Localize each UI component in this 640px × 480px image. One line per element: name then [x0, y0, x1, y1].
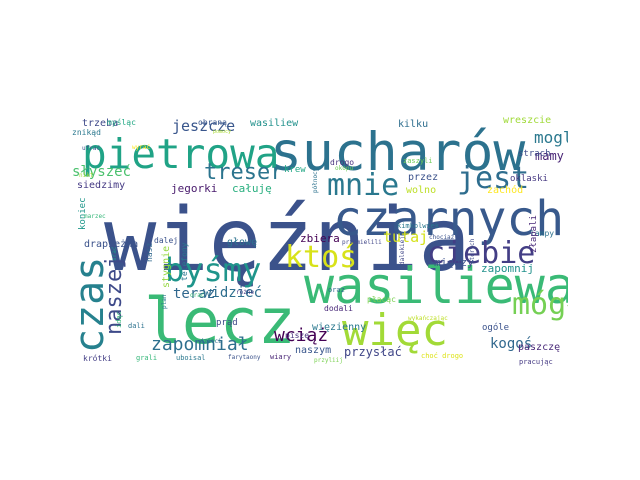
cloud-word: wiary — [270, 353, 292, 361]
cloud-word: krew — [284, 165, 306, 175]
cloud-word: lampy — [530, 229, 555, 238]
cloud-word: przysłać — [344, 345, 402, 359]
cloud-word: których — [469, 238, 476, 264]
cloud-word: wolno — [406, 185, 437, 196]
cloud-word: okopu — [335, 165, 354, 172]
cloud-word: farytaony — [228, 354, 261, 361]
cloud-word: zachód — [487, 185, 524, 196]
cloud-word: grali — [136, 354, 158, 362]
cloud-word: mogli — [534, 128, 568, 147]
cloud-word: drogo — [330, 158, 355, 167]
cloud-word: widzieć — [203, 285, 263, 301]
cloud-word: kogoś — [490, 336, 533, 352]
cloud-word: jeszcze — [172, 117, 236, 135]
cloud-word: paszczę — [518, 342, 561, 353]
cloud-word: teraz — [173, 286, 216, 302]
cloud-word: idąc — [115, 311, 123, 328]
cloud-word: płacąc — [367, 295, 396, 304]
cloud-word: pietrowa — [82, 130, 280, 178]
cloud-word: więzienny — [312, 322, 367, 333]
cloud-word: oraz — [328, 286, 345, 294]
cloud-word: wasiliew — [250, 118, 299, 129]
cloud-word: północy — [312, 167, 319, 193]
cloud-word: mógł — [512, 287, 568, 322]
cloud-word: więźnia — [104, 189, 471, 291]
cloud-word: ogóle — [482, 323, 510, 333]
cloud-word: między — [434, 256, 474, 269]
cloud-word: wyrać — [132, 144, 151, 151]
cloud-word: słyszeć — [72, 164, 132, 180]
cloud-word: przyliij — [314, 357, 343, 364]
cloud-word: telefony — [180, 242, 189, 281]
cloud-word: siedzimy — [77, 180, 126, 191]
cloud-word: trzeba — [82, 118, 119, 129]
cloud-word: zaszyli — [403, 157, 433, 165]
cloud-word: byśmy — [165, 251, 262, 289]
cloud-word: orać — [190, 292, 205, 299]
cloud-word: więc — [342, 305, 448, 356]
cloud-word: oklaski — [510, 174, 548, 184]
cloud-word: piszę — [285, 331, 310, 340]
cloud-word: mamy — [535, 149, 564, 163]
cloud-word: całuję — [232, 182, 272, 195]
cloud-word: jegorki — [171, 182, 218, 195]
cloud-word: plan — [161, 294, 168, 309]
cloud-word: zbiera — [300, 232, 340, 245]
cloud-word: myśląc — [107, 118, 136, 127]
cloud-word: srać — [111, 246, 118, 261]
cloud-word: pomocy — [213, 129, 232, 135]
cloud-word: przez — [408, 172, 439, 183]
cloud-word: nasz — [145, 242, 154, 262]
cloud-word: kilku — [398, 119, 429, 130]
cloud-word: ufrać — [82, 145, 101, 152]
cloud-word: krótki — [83, 354, 112, 363]
cloud-word: pracując — [519, 358, 553, 366]
cloud-word: naszym — [295, 345, 332, 356]
cloud-word: stygnie — [161, 245, 172, 288]
cloud-word: wciąż — [274, 325, 329, 346]
cloud-word: uboisal — [176, 354, 206, 362]
cloud-word: prąd — [216, 318, 238, 328]
cloud-word: choć drogo — [421, 352, 464, 360]
cloud-word: mnie — [327, 168, 400, 203]
cloud-word: dalej — [154, 236, 179, 245]
cloud-word: złapali — [529, 215, 539, 253]
cloud-word: czarnych — [333, 191, 565, 247]
cloud-word: głowę — [227, 237, 258, 248]
cloud-word: wasiliewa — [304, 257, 568, 315]
cloud-word: strach — [518, 149, 551, 159]
cloud-word: drapieżna — [84, 239, 139, 250]
cloud-word: znikąd — [72, 128, 101, 137]
cloud-word: przemielili — [342, 239, 382, 246]
cloud-word: dzieci — [200, 338, 222, 345]
cloud-word: sucharów — [270, 122, 526, 183]
cloud-word: treser — [204, 160, 284, 185]
cloud-word: ciebie — [427, 236, 536, 271]
cloud-word: chociaż — [429, 234, 455, 241]
cloud-word: różne — [236, 289, 255, 296]
cloud-word: tutaj — [383, 228, 429, 246]
cloud-word: lecz — [144, 285, 296, 358]
cloud-word: ktoś — [285, 240, 358, 275]
cloud-word: dalekiej — [399, 236, 406, 265]
cloud-word: marzec — [84, 213, 106, 220]
cloud-word: zapomnij — [481, 262, 534, 275]
cloud-word: dodali — [324, 304, 353, 313]
cloud-word: dali — [128, 322, 145, 330]
cloud-word: wykańczając — [408, 315, 448, 322]
cloud-word: wreszcie — [503, 115, 552, 126]
cloud-word: kimkolwiek — [397, 222, 440, 230]
cloud-word: nikt — [79, 172, 94, 179]
cloud-word: zapomniał — [151, 334, 249, 355]
cloud-word: obraną — [198, 118, 227, 127]
cloud-word: jest — [457, 161, 530, 196]
word-cloud: więźnia sucharów lecz wasiliewa czarnych piet… — [72, 113, 568, 371]
